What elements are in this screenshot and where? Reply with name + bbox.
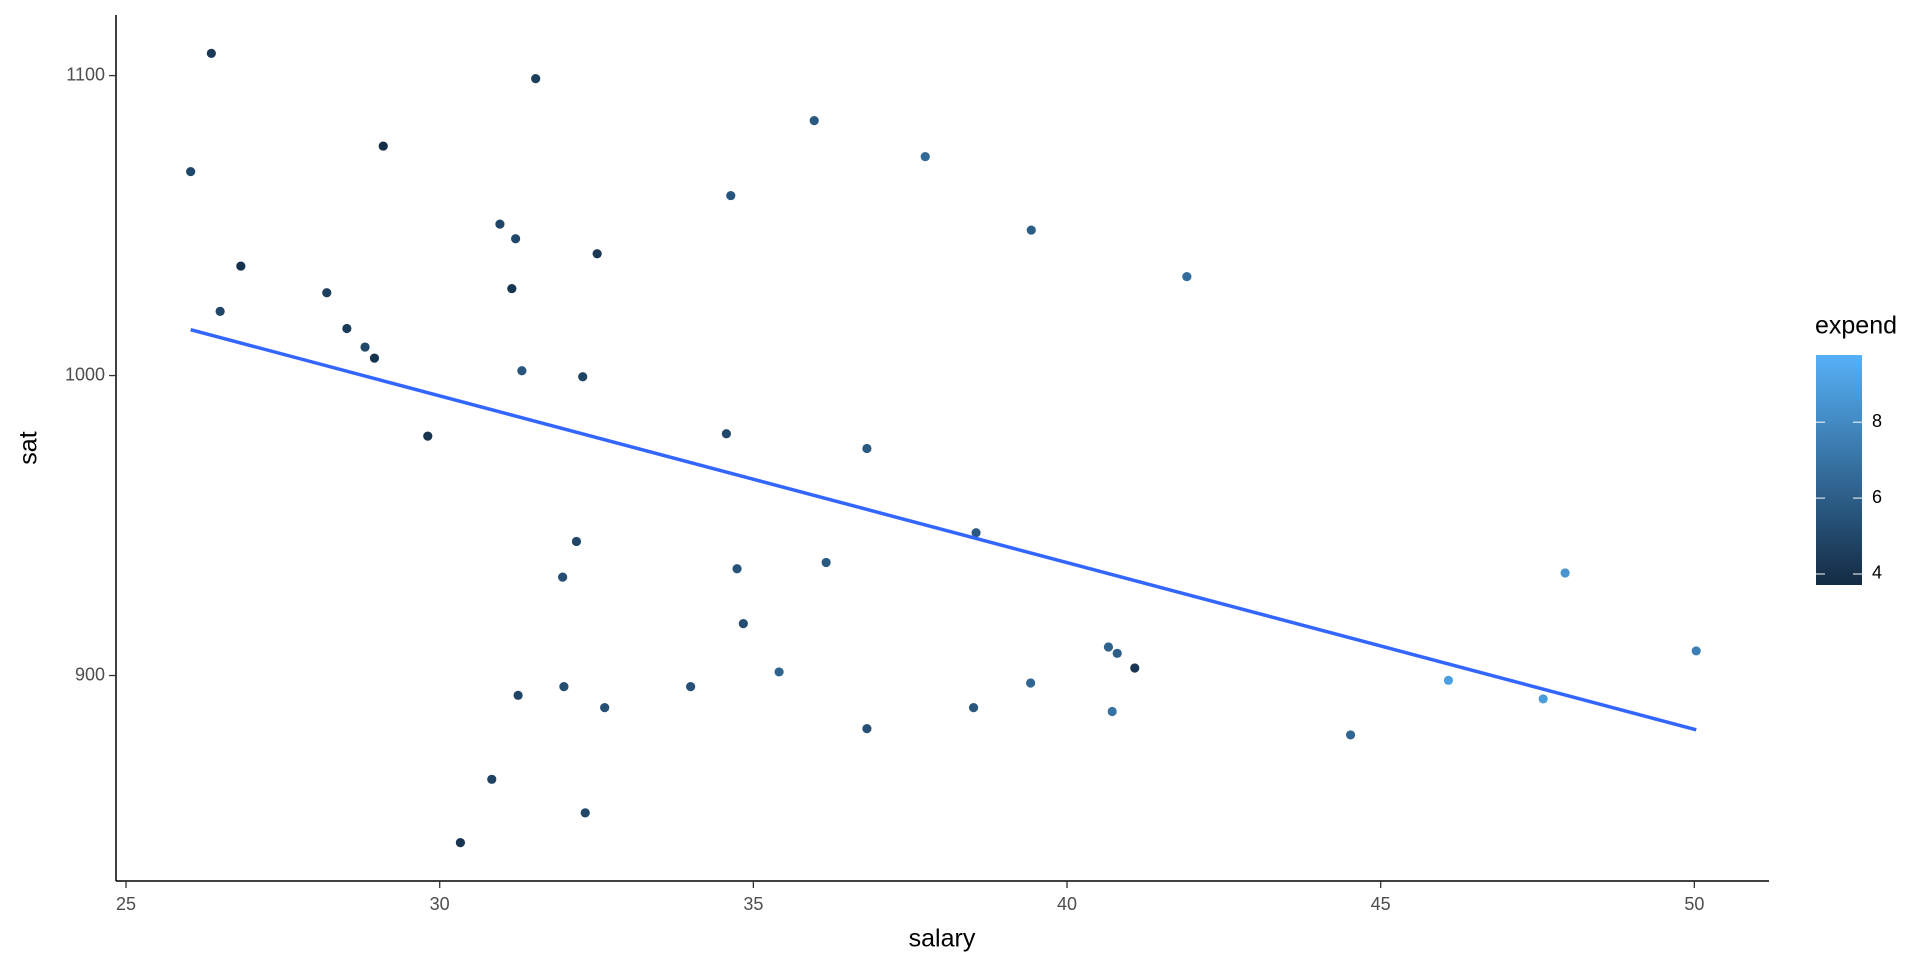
- point: [378, 141, 388, 151]
- point: [592, 249, 602, 259]
- x-tick-label: 25: [116, 894, 136, 914]
- point: [558, 572, 568, 582]
- point: [1112, 648, 1122, 658]
- point: [1107, 706, 1117, 717]
- y-axis-title: sat: [15, 431, 43, 464]
- point: [1026, 678, 1036, 688]
- legend-tick-label: 6: [1872, 487, 1882, 507]
- point: [1443, 675, 1454, 685]
- point: [920, 151, 930, 162]
- y-tick-label: 1100: [66, 64, 105, 84]
- point: [236, 261, 246, 271]
- point: [580, 808, 590, 818]
- colorbar: [1816, 355, 1862, 585]
- point: [732, 564, 742, 574]
- point: [455, 838, 466, 848]
- legend-tick-label: 4: [1872, 563, 1882, 583]
- point: [738, 619, 748, 629]
- point: [369, 353, 380, 363]
- point: [507, 283, 517, 294]
- x-tick-label: 45: [1371, 894, 1391, 914]
- point: [571, 536, 582, 547]
- x-tick-label: 30: [430, 894, 450, 914]
- point: [215, 306, 225, 316]
- point: [578, 372, 588, 382]
- point: [600, 703, 610, 713]
- point: [511, 234, 521, 244]
- point: [1345, 730, 1356, 740]
- point: [559, 682, 569, 692]
- legend-tick-label: 8: [1872, 411, 1882, 431]
- point: [862, 443, 872, 454]
- x-tick-label: 35: [743, 894, 763, 914]
- x-axis-title: salary: [909, 925, 976, 953]
- point: [774, 667, 784, 677]
- y-tick-label: 1000: [65, 364, 105, 384]
- point: [968, 703, 979, 713]
- x-tick-label: 40: [1057, 894, 1077, 914]
- point: [726, 190, 736, 201]
- point: [517, 366, 527, 376]
- point: [1182, 271, 1192, 282]
- point: [809, 115, 819, 126]
- x-tick-label: 50: [1684, 894, 1704, 914]
- point: [971, 528, 981, 538]
- point: [487, 774, 497, 784]
- point: [1560, 568, 1570, 578]
- point: [342, 323, 352, 334]
- point: [862, 724, 872, 734]
- point: [322, 288, 332, 298]
- point: [1130, 663, 1140, 673]
- point: [513, 690, 523, 700]
- point: [495, 219, 505, 229]
- point: [721, 429, 731, 439]
- point: [1691, 646, 1701, 656]
- y-tick-label: 900: [75, 664, 105, 684]
- point: [360, 342, 370, 352]
- point: [206, 48, 216, 58]
- point: [1538, 694, 1548, 704]
- fit-line: [190, 327, 1697, 732]
- point: [531, 73, 541, 84]
- point: [423, 431, 433, 441]
- legend-title: expend: [1815, 312, 1897, 340]
- point: [821, 557, 831, 568]
- point: [186, 166, 196, 177]
- point: [686, 682, 696, 692]
- point: [1026, 225, 1036, 235]
- point: [1103, 642, 1114, 652]
